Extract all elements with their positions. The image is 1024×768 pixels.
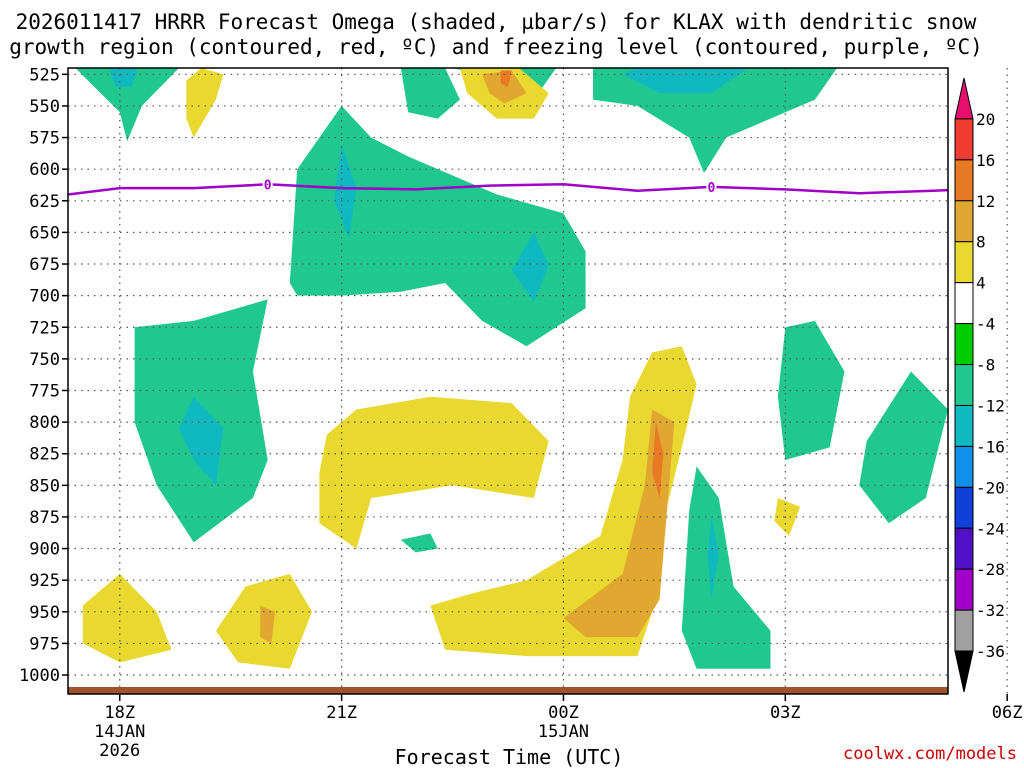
x-tick-date-18Z: 14JAN (94, 722, 145, 742)
colorbar-label: 4 (976, 274, 986, 293)
colorbar-swatch-2 (954, 159, 974, 202)
y-tick-label: 800 (29, 413, 60, 433)
y-tick-label: 950 (29, 603, 60, 623)
y-tick-label: 525 (29, 65, 60, 85)
y-tick-label: 700 (29, 287, 60, 307)
colorbar-swatch-7 (954, 364, 974, 406)
colorbar-swatch-3 (954, 200, 974, 243)
colorbar-label: -28 (976, 560, 1005, 579)
colorbar-swatch-0 (954, 77, 974, 120)
colorbar-swatch-9 (954, 445, 974, 488)
colorbar-swatch-1 (954, 118, 974, 161)
x-tick-label-03Z: 03Z (770, 703, 801, 723)
colorbar-label: 8 (976, 233, 986, 252)
omega-shaded-regions (75, 68, 1007, 669)
omega-region-16 (777, 320, 845, 460)
omega-region-7 (178, 396, 224, 486)
x-axis-label: Forecast Time (UTC) (395, 745, 624, 768)
y-tick-label: 1000 (19, 666, 60, 686)
x-tick-label-00Z: 00Z (548, 703, 579, 723)
omega-region-2 (186, 68, 224, 138)
chart-title-line2: growth region (contoured, red, ºC) and f… (9, 35, 983, 59)
x-tick-label-18Z: 18Z (104, 703, 135, 723)
colorbar-swatch-11 (954, 527, 974, 570)
x-tick-year-18Z: 2026 (99, 741, 140, 761)
colorbar-swatch-10 (954, 486, 974, 529)
colorbar-swatch-5 (954, 282, 974, 325)
y-tick-label: 575 (29, 129, 60, 149)
colorbar-label: -8 (976, 356, 995, 375)
omega-region-1 (108, 68, 139, 87)
x-axis-ticks: 18Z14JAN202621Z00Z15JAN03Z06Z09Z (94, 694, 1023, 761)
x-tick-label-21Z: 21Z (326, 703, 357, 723)
y-tick-label: 850 (29, 476, 60, 496)
omega-region-5 (511, 232, 549, 302)
omega-region-20 (82, 573, 172, 663)
credit-text: coolwx.com/models (843, 744, 1017, 764)
colorbar-label: -24 (976, 519, 1005, 538)
y-tick-label: 675 (29, 255, 60, 275)
colorbar-swatch-12 (954, 568, 974, 611)
omega-region-13 (681, 466, 771, 669)
colorbar-label: -16 (976, 437, 1005, 456)
colorbar-label: -4 (976, 315, 995, 334)
x-tick-date-00Z: 15JAN (538, 722, 589, 742)
freezing-level-label-1: 0 (706, 179, 717, 196)
colorbar-label: -32 (976, 601, 1005, 620)
omega-region-8 (319, 396, 549, 549)
omega-region-23 (400, 68, 460, 119)
y-tick-label: 550 (29, 97, 60, 117)
y-tick-label: 900 (29, 540, 60, 560)
y-tick-label: 625 (29, 192, 60, 212)
freezing-level-labels: 000 (262, 177, 717, 196)
omega-region-3 (289, 105, 586, 347)
omega-region-28 (593, 68, 838, 173)
ground-surface (68, 687, 948, 694)
colorbar-label: -12 (976, 396, 1005, 415)
chart-title-line1: 2026011417 HRRR Forecast Omega (shaded, … (16, 10, 977, 34)
y-tick-label: 975 (29, 634, 60, 654)
colorbar-label: 20 (976, 110, 995, 129)
omega-region-17 (859, 371, 948, 524)
x-tick-label-06Z: 06Z (992, 703, 1023, 723)
omega-region-30 (985, 68, 1007, 82)
y-tick-label: 650 (29, 223, 60, 243)
omega-region-27 (500, 70, 512, 87)
omega-region-4 (334, 143, 357, 239)
y-tick-label: 750 (29, 350, 60, 370)
colorbar-swatch-13 (954, 609, 974, 652)
y-tick-label: 725 (29, 318, 60, 338)
y-tick-label: 875 (29, 508, 60, 528)
y-tick-label: 925 (29, 571, 60, 591)
svg-text:0: 0 (707, 181, 715, 196)
omega-region-12 (652, 422, 664, 498)
omega-region-0 (75, 68, 179, 142)
omega-region-9 (400, 533, 438, 553)
y-tick-label: 775 (29, 381, 60, 401)
svg-text:0: 0 (264, 178, 272, 193)
y-tick-label: 825 (29, 445, 60, 465)
colorbar-swatch-6 (954, 323, 974, 366)
colorbar-swatch-14 (954, 650, 974, 693)
freezing-level-label-0: 0 (262, 177, 273, 193)
omega-region-14 (707, 516, 719, 600)
colorbar-swatch-8 (954, 404, 974, 447)
y-tick-label: 600 (29, 160, 60, 180)
grid (68, 68, 1008, 694)
colorbar-label: -36 (976, 642, 1005, 661)
colorbar: 20 16 12 8 4 -4 -8 -12 -16 -20 -24 -28 -32 -36 (954, 77, 1005, 693)
colorbar-swatch-4 (954, 241, 974, 284)
omega-region-15 (774, 498, 801, 536)
plot-frame (67, 67, 949, 695)
omega-region-22 (260, 605, 276, 644)
y-axis-ticks: 525 550 575 600 625 650 675 700 725 750 775 800 825 8… (19, 65, 68, 686)
colorbar-label: -20 (976, 478, 1005, 497)
colorbar-label: 12 (976, 192, 995, 211)
omega-region-26 (482, 70, 527, 104)
colorbar-label: 16 (976, 151, 995, 170)
freezing-level-contour (68, 183, 948, 196)
